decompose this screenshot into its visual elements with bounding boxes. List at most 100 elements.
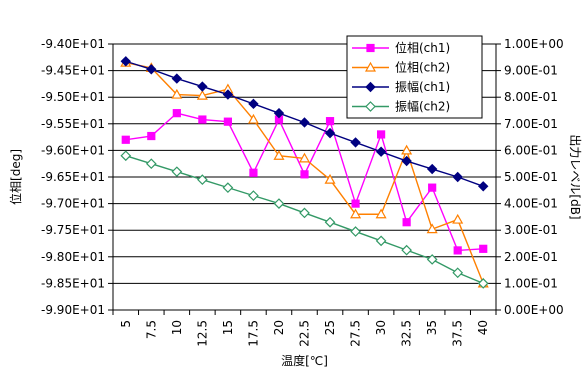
data-point bbox=[324, 127, 336, 139]
data-point bbox=[375, 208, 387, 219]
x-tick-label: 30 bbox=[374, 320, 388, 335]
legend-label: 振幅(ch1) bbox=[395, 79, 450, 94]
legend-item: 位相(ch1) bbox=[352, 40, 450, 55]
data-point bbox=[350, 226, 361, 237]
y2-tick-label: 8.00E-01 bbox=[504, 90, 558, 104]
data-point bbox=[299, 207, 310, 219]
data-point bbox=[350, 137, 361, 148]
legend-item: 振幅(ch2) bbox=[352, 99, 450, 114]
y-tick-label: -9.45E+01 bbox=[41, 64, 105, 78]
y-tick-label: -9.50E+01 bbox=[41, 90, 105, 104]
y-tick-label: -9.55E+01 bbox=[41, 117, 105, 131]
data-point bbox=[401, 244, 412, 256]
data-point bbox=[248, 98, 259, 110]
data-point bbox=[273, 107, 285, 119]
legend: 位相(ch1) 位相(ch2) 振幅(ch1) 振幅(ch2) bbox=[346, 35, 483, 119]
y2-tick-label: 3.00E-01 bbox=[504, 223, 558, 237]
x-tick-label: 32.5 bbox=[400, 320, 414, 347]
x-tick-label: 20 bbox=[272, 320, 286, 335]
data-point bbox=[350, 208, 362, 219]
y-tick-label: -9.75E+01 bbox=[41, 223, 105, 237]
y-axis-title: 位相[deg] bbox=[8, 149, 23, 205]
data-point bbox=[171, 88, 183, 99]
data-point bbox=[171, 73, 183, 84]
x-tick-label: 37.5 bbox=[451, 320, 465, 347]
data-point bbox=[198, 115, 207, 124]
data-point bbox=[222, 182, 234, 193]
y-tick-label: -9.70E+01 bbox=[41, 197, 105, 211]
x-tick-label: 25 bbox=[323, 320, 337, 335]
y-axis-right: 1.00E+00 9.00E-01 8.00E-01 7.00E-01 6.00E-01… bbox=[496, 37, 564, 317]
data-point bbox=[146, 64, 157, 75]
y2-tick-label: 1.00E-01 bbox=[504, 276, 558, 290]
y-tick-label: -9.65E+01 bbox=[41, 170, 105, 184]
data-point bbox=[196, 89, 208, 100]
data-point bbox=[479, 244, 488, 253]
data-point bbox=[365, 81, 376, 93]
data-point bbox=[453, 246, 462, 255]
y2-tick-label: 7.00E-01 bbox=[504, 117, 558, 131]
data-point bbox=[324, 216, 336, 228]
x-axis-title: 温度[℃] bbox=[281, 353, 328, 368]
x-tick-label: 10 bbox=[170, 320, 184, 335]
y2-tick-label: 1.00E+00 bbox=[504, 37, 564, 51]
y2-tick-label: 0.00E+00 bbox=[504, 303, 564, 317]
data-point bbox=[249, 168, 258, 177]
y2-tick-label: 6.00E-01 bbox=[504, 143, 558, 157]
data-point bbox=[197, 174, 208, 186]
y-tick-label: -9.85E+01 bbox=[41, 276, 105, 290]
data-point bbox=[401, 155, 412, 167]
data-point bbox=[364, 61, 377, 72]
data-point bbox=[120, 150, 132, 162]
x-tick-label: 5 bbox=[119, 320, 133, 328]
x-tick-label: 15 bbox=[221, 320, 235, 335]
series-4 bbox=[120, 150, 489, 289]
x-tick-label: 22.5 bbox=[298, 320, 312, 347]
legend-label: 位相(ch1) bbox=[395, 40, 450, 55]
data-point bbox=[145, 158, 157, 170]
data-point bbox=[147, 131, 156, 141]
y2-axis-title: 出力レベル[dB] bbox=[568, 134, 582, 219]
data-point bbox=[452, 213, 464, 224]
x-tick-label: 17.5 bbox=[246, 320, 260, 347]
series-layer bbox=[120, 56, 489, 289]
series-3 bbox=[120, 56, 489, 192]
legend-item: 位相(ch2) bbox=[352, 60, 450, 75]
data-point bbox=[172, 109, 181, 118]
y-tick-label: -9.60E+01 bbox=[41, 143, 105, 157]
y2-tick-label: 5.00E-01 bbox=[504, 170, 558, 184]
legend-label: 位相(ch2) bbox=[395, 60, 450, 75]
series-1 bbox=[121, 109, 488, 255]
data-point bbox=[298, 152, 311, 163]
legend-label: 振幅(ch2) bbox=[395, 99, 450, 114]
data-point bbox=[222, 89, 234, 100]
data-point bbox=[477, 278, 489, 289]
x-tick-label: 12.5 bbox=[195, 320, 209, 347]
data-point bbox=[365, 101, 376, 112]
y-tick-label: -9.90E+01 bbox=[41, 303, 105, 317]
data-point bbox=[426, 254, 438, 265]
data-point bbox=[428, 183, 437, 192]
data-point bbox=[299, 117, 310, 128]
x-tick-label: 7.5 bbox=[144, 320, 158, 339]
data-point bbox=[325, 117, 335, 126]
data-point bbox=[324, 173, 336, 184]
data-point bbox=[375, 235, 387, 247]
x-tick-label: 40 bbox=[476, 320, 490, 335]
data-point bbox=[273, 198, 285, 209]
data-point bbox=[171, 166, 183, 178]
data-point bbox=[300, 170, 309, 179]
x-tick-label: 27.5 bbox=[349, 320, 363, 347]
y-tick-label: -9.40E+01 bbox=[41, 37, 105, 51]
data-point bbox=[452, 171, 463, 183]
data-point bbox=[351, 199, 360, 208]
data-point bbox=[197, 81, 208, 92]
data-point bbox=[120, 56, 131, 67]
data-point bbox=[452, 267, 464, 279]
y-tick-label: -9.80E+01 bbox=[41, 250, 105, 264]
x-tick-label: 35 bbox=[425, 320, 439, 335]
data-point bbox=[121, 135, 130, 144]
y-axis-left: -9.40E+01 -9.45E+01 -9.50E+01 -9.55E+01 -9.6… bbox=[41, 37, 113, 317]
